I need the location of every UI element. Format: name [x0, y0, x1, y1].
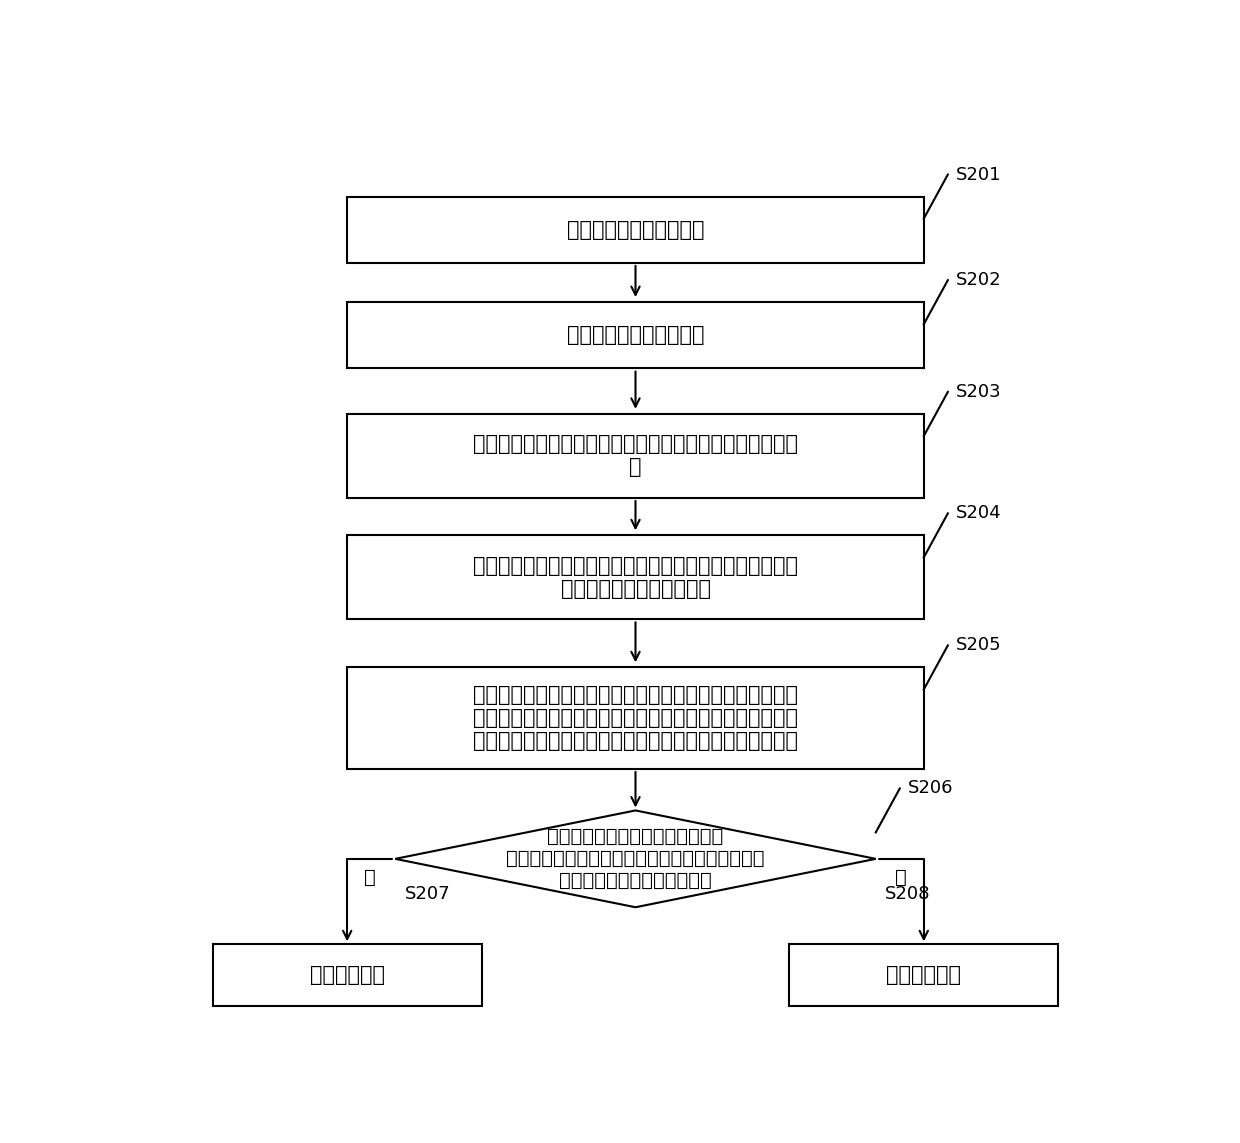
Text: 根据所述屏蔽地点的位置保存与所述屏蔽地点对应的电话号
码: 根据所述屏蔽地点的位置保存与所述屏蔽地点对应的电话号 码 — [472, 434, 799, 478]
Bar — [347, 668, 924, 768]
Text: S206: S206 — [908, 780, 954, 798]
Text: S208: S208 — [885, 885, 931, 903]
Bar — [789, 944, 1059, 1006]
Text: S205: S205 — [956, 637, 1001, 655]
Text: S207: S207 — [404, 885, 450, 903]
Text: 获取所述屏蔽地点的位置: 获取所述屏蔽地点的位置 — [567, 219, 704, 240]
Text: 发出接听信号: 发出接听信号 — [887, 965, 961, 985]
Bar — [347, 302, 924, 368]
Bar — [347, 414, 924, 497]
Text: 获取与所述当前的位置距离最接近的所述预设的屏蔽地点的
位置的距离，若所述当前的位置与所述最接近的预设的屏蔽
地点的位置的距离小于设定阈值，标定移动终端为屏蔽状态: 获取与所述当前的位置距离最接近的所述预设的屏蔽地点的 位置的距离，若所述当前的位… — [472, 685, 799, 751]
Text: S202: S202 — [956, 271, 1001, 289]
Bar — [347, 535, 924, 620]
Text: 屏蔽所述来电: 屏蔽所述来电 — [310, 965, 384, 985]
Text: 否: 否 — [895, 868, 906, 887]
Bar — [347, 197, 924, 263]
Text: S203: S203 — [956, 383, 1001, 401]
Polygon shape — [396, 810, 875, 908]
Text: 是: 是 — [365, 868, 376, 887]
Text: 以第一时间间隔获取当前的位置并计算所述当前的位置与预
设的屏蔽地点的位置的距离: 以第一时间间隔获取当前的位置并计算所述当前的位置与预 设的屏蔽地点的位置的距离 — [472, 555, 799, 599]
Text: S201: S201 — [956, 166, 1001, 184]
Text: 在移动终端为屏蔽状态时，如果有
来电，判断来电的主叫号码是否为所述最接近的预
设的屏蔽地点对应的电话号码: 在移动终端为屏蔽状态时，如果有 来电，判断来电的主叫号码是否为所述最接近的预 设… — [506, 828, 765, 890]
Text: 保存所述屏蔽地点的位置: 保存所述屏蔽地点的位置 — [567, 326, 704, 345]
Bar — [213, 944, 481, 1006]
Text: S204: S204 — [956, 504, 1001, 522]
